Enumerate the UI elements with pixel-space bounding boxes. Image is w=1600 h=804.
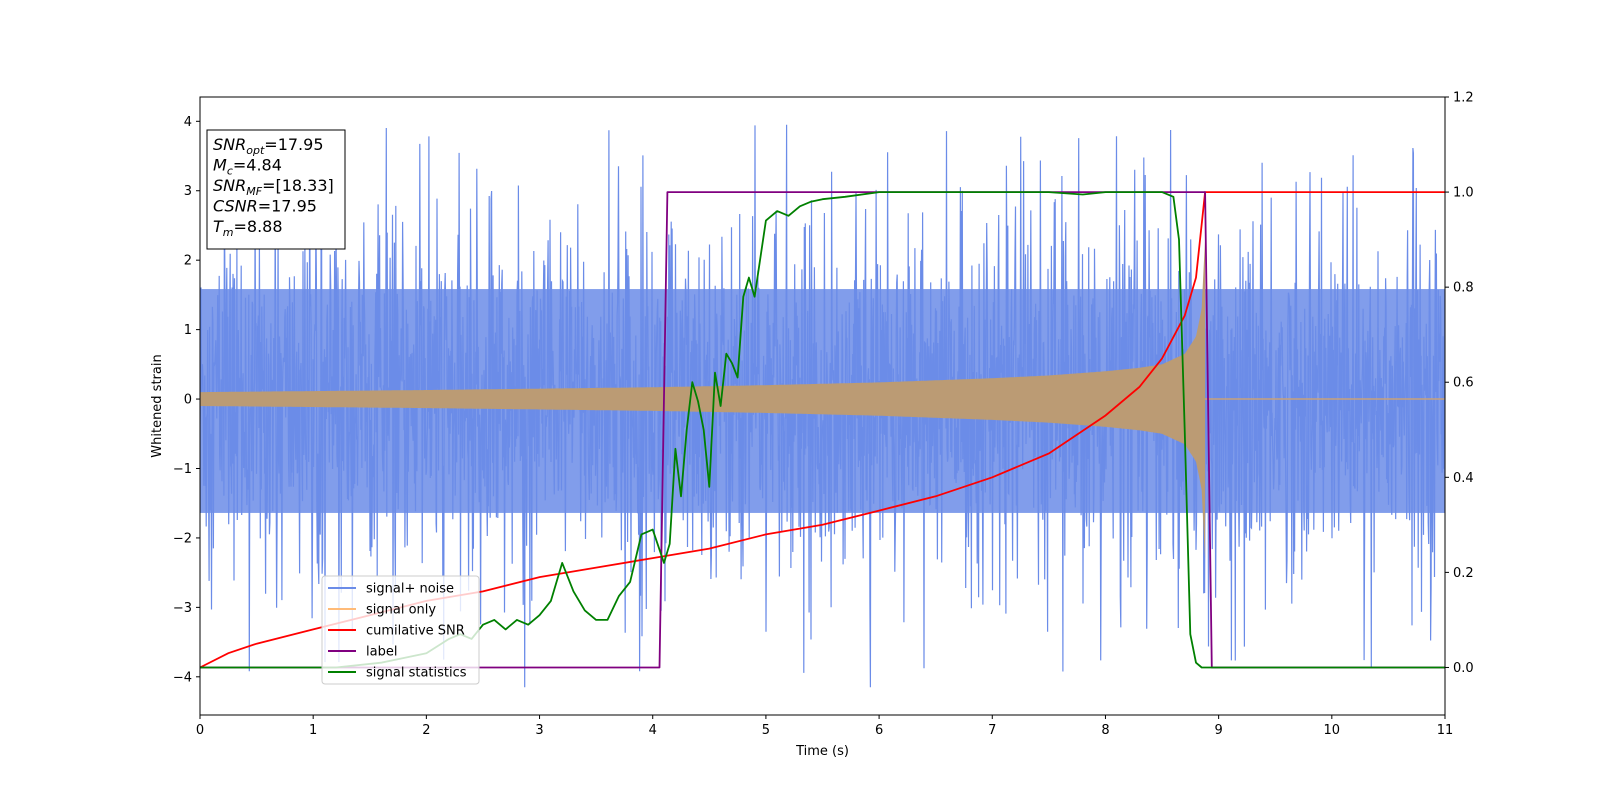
signal-statistics-line: [200, 191, 1445, 669]
signal-only-envelope: [200, 239, 1206, 559]
plot-frame: [199, 96, 1446, 716]
legend-label: label: [366, 645, 397, 660]
legend-label: signal statistics: [366, 666, 467, 681]
info-box-line: Tm=8.88: [213, 217, 283, 239]
signal-noise-line: [200, 124, 1445, 688]
y-tick-label: 3: [184, 184, 192, 199]
y-tick-label: 0: [184, 393, 192, 408]
legend: signal+ noise signal only cumilative SNR la…: [321, 575, 480, 685]
y-tick-label: −2: [173, 531, 192, 546]
y-tick-label: −3: [173, 601, 192, 616]
x-tick-label: 10: [1324, 723, 1341, 738]
info-box-line: Mc=4.84: [213, 156, 282, 178]
y2-tick-label: 0.8: [1453, 281, 1474, 296]
y-tick-label: −1: [173, 462, 192, 477]
legend-label: cumilative SNR: [366, 624, 465, 639]
x-tick-label: 4: [649, 723, 657, 738]
x-tick-label: 5: [762, 723, 770, 738]
x-tick-label: 11: [1437, 723, 1454, 738]
x-tick-label: 7: [988, 723, 996, 738]
y2-tick-label: 1.2: [1453, 91, 1474, 106]
y-tick-label: 2: [184, 254, 192, 269]
info-box-line: SNRMF=[18.33]: [213, 176, 334, 198]
x-tick-label: 6: [875, 723, 883, 738]
info-box-frame: [206, 129, 346, 250]
legend-label: signal+ noise: [366, 582, 454, 597]
legend-label: signal only: [366, 603, 436, 618]
x-tick-label: 3: [535, 723, 543, 738]
legend-frame: [321, 575, 480, 685]
y2-tick-label: 0.2: [1453, 566, 1474, 581]
signal-only-series: [200, 239, 1445, 559]
info-box-line: CSNR=17.95: [213, 197, 317, 216]
y2-tick-label: 0.6: [1453, 376, 1474, 391]
y2-tick-label: 0.0: [1453, 661, 1474, 676]
y-tick-label: 4: [184, 115, 192, 130]
x-tick-label: 0: [196, 723, 204, 738]
y2-tick-label: 1.0: [1453, 186, 1474, 201]
x-axis-label: Time (s): [795, 744, 849, 759]
x-tick-label: 1: [309, 723, 317, 738]
axes: 0 1 2 3 4 5 6 7 8 9 10 11 −4 −3 −2 −1 0 1 2 3 4 0.0 0.2 0.4 0.6 0…: [173, 91, 1474, 739]
x-tick-label: 9: [1214, 723, 1222, 738]
x-tick-label: 2: [422, 723, 430, 738]
x-tick-label: 8: [1101, 723, 1109, 738]
y-tick-label: −4: [173, 670, 192, 685]
info-box-line: SNRopt=17.95: [213, 135, 324, 157]
y-axis-label: Whitened strain: [150, 354, 165, 457]
y2-tick-label: 0.4: [1453, 471, 1474, 486]
y-tick-label: 1: [184, 323, 192, 338]
snr-info-box: SNRopt=17.95Mc=4.84SNRMF=[18.33]CSNR=17.…: [206, 129, 346, 250]
